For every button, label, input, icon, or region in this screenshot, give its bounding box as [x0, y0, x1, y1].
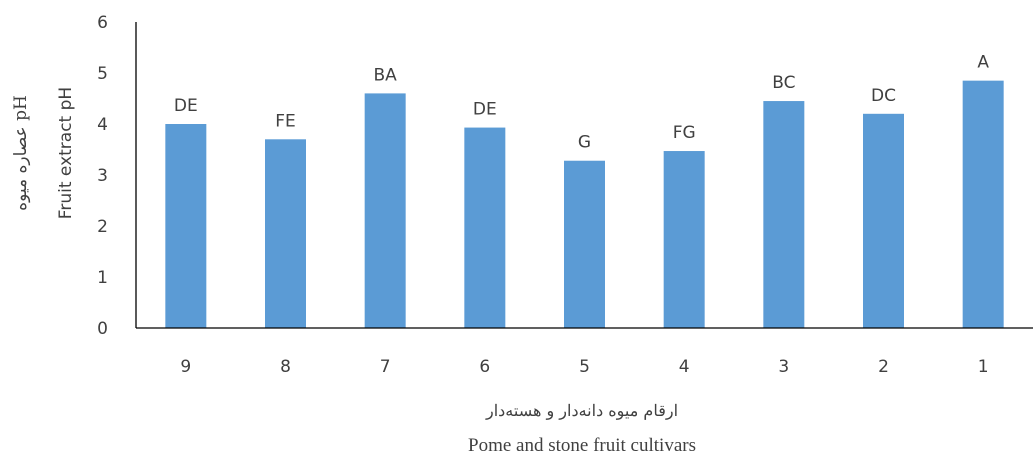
- x-tick-label: 9: [180, 357, 191, 377]
- y-tick-label: 2: [97, 217, 108, 237]
- y-tick-label: 3: [97, 166, 108, 186]
- bar-data-label: DC: [871, 86, 896, 106]
- bar-data-label: DE: [473, 100, 497, 120]
- bar: [863, 113, 904, 328]
- bar-data-label: A: [977, 53, 989, 73]
- y-tick-label: 6: [97, 13, 108, 33]
- x-axis-title-persian: ارقام میوه دانه‌دار و هسته‌دار: [485, 401, 678, 420]
- bar-data-label: BC: [772, 73, 795, 93]
- y-tick-label: 5: [97, 64, 108, 84]
- bar-data-label: FE: [275, 111, 296, 131]
- x-tick-label: 4: [679, 357, 690, 377]
- x-tick-label: 7: [380, 357, 391, 377]
- bar-data-label: DE: [174, 96, 198, 116]
- y-axis-title-persian: pH عصاره میوه: [11, 95, 31, 211]
- y-tick-label: 0: [97, 319, 108, 339]
- x-tick-label: 5: [579, 357, 590, 377]
- bar: [464, 127, 506, 328]
- bar-data-label: BA: [374, 65, 398, 85]
- y-axis: 0 1 2 3 4 5 6: [97, 13, 137, 339]
- y-axis-title-english: Fruit extract pH: [56, 87, 76, 219]
- x-tick-label: 8: [280, 357, 291, 377]
- x-tick-label: 6: [479, 357, 490, 377]
- data-labels: DE FE BA DE G FG BC DC A: [174, 53, 989, 153]
- x-tick-label: 3: [778, 357, 789, 377]
- bar-data-label: G: [578, 133, 591, 153]
- bars: [165, 80, 1004, 329]
- x-tick-label: 1: [978, 357, 989, 377]
- bar: [763, 101, 805, 328]
- bar: [962, 80, 1004, 329]
- bar: [265, 139, 306, 328]
- x-tick-label: 2: [878, 357, 889, 377]
- bar: [165, 124, 207, 328]
- x-axis-title-english: Pome and stone fruit cultivars: [468, 435, 696, 456]
- x-axis: 9 8 7 6 5 4 3 2 1: [136, 327, 1033, 377]
- bar: [564, 160, 605, 328]
- bar: [364, 93, 406, 329]
- bar-data-label: FG: [673, 123, 696, 143]
- y-tick-label: 1: [97, 268, 108, 288]
- y-tick-label: 4: [97, 115, 108, 135]
- bar: [663, 151, 705, 328]
